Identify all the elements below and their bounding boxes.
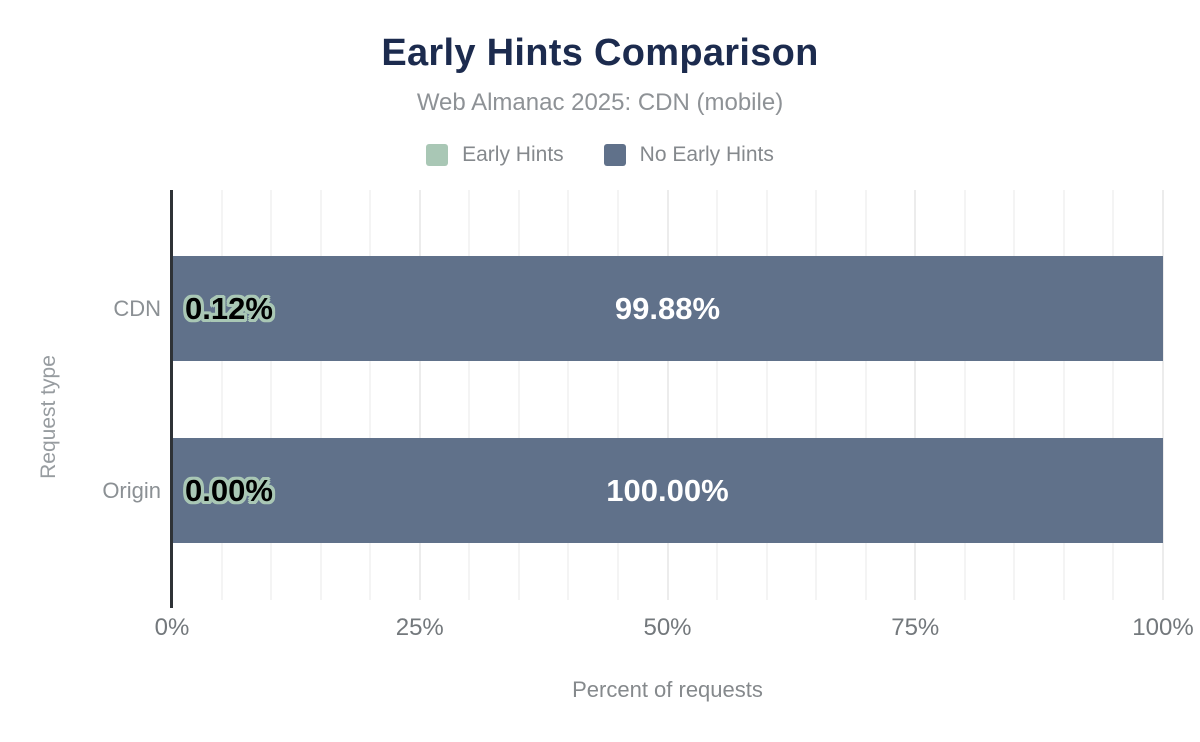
category-label-cdn: CDN — [113, 295, 161, 321]
value-label-no-early-hints-origin: 100.00% — [606, 472, 729, 508]
gridline — [418, 190, 421, 600]
legend-label-no-early-hints: No Early Hints — [639, 143, 774, 166]
value-label-no-early-hints-cdn: 99.88% — [614, 290, 721, 326]
legend-swatch-no-early-hints-icon — [603, 144, 626, 166]
gridline — [765, 190, 768, 600]
gridline — [369, 190, 372, 600]
gridline — [270, 190, 273, 600]
plot-area: CDN 0.12% 99.88% Origin 0.00% 100.00% — [102, 190, 1164, 608]
gridline — [716, 190, 719, 600]
chart-subtitle: Web Almanac 2025: CDN (mobile) — [416, 89, 784, 116]
y-axis-title: Request type — [37, 355, 60, 479]
stacked-bar-cdn[interactable] — [172, 256, 1163, 361]
gridline — [468, 190, 471, 600]
bar-row-origin: Origin 0.00% 100.00% — [102, 438, 1163, 543]
gridline — [567, 190, 570, 600]
bar-row-cdn: CDN 0.12% 99.88% — [113, 256, 1163, 361]
legend-item-early-hints[interactable]: Early Hints — [426, 143, 564, 167]
gridline — [963, 190, 966, 600]
value-label-early-hints-cdn: 0.12% — [185, 290, 273, 326]
gridline — [914, 190, 917, 600]
legend-item-no-early-hints[interactable]: No Early Hints — [603, 143, 774, 167]
legend-swatch-early-hints-icon — [426, 144, 449, 166]
bar-segment-no-early-hints-origin[interactable] — [172, 438, 1163, 543]
gridline — [220, 190, 223, 600]
gridline — [1112, 190, 1115, 600]
gridline — [864, 190, 867, 600]
gridline — [616, 190, 619, 600]
value-label-early-hints-origin: 0.00% — [185, 472, 273, 508]
legend-label-early-hints: Early Hints — [462, 143, 564, 166]
gridline — [666, 190, 669, 600]
gridline — [1162, 190, 1164, 600]
x-tick-label: 25% — [395, 614, 444, 641]
x-tick-label: 0% — [154, 614, 190, 641]
x-axis-ticks: 0% 25% 50% 75% 100% — [155, 614, 1194, 642]
x-tick-label: 50% — [643, 614, 692, 641]
stacked-bar-origin[interactable] — [172, 438, 1163, 543]
y-axis-line — [170, 190, 173, 608]
x-tick-label: 75% — [891, 614, 940, 641]
category-label-origin: Origin — [102, 477, 161, 503]
chart-legend: Early Hints No Early Hints — [0, 143, 1200, 167]
gridline — [319, 190, 322, 600]
gridline — [1062, 190, 1065, 600]
x-axis-title: Percent of requests — [572, 677, 763, 702]
bar-segment-no-early-hints-cdn[interactable] — [173, 256, 1163, 361]
gridline — [517, 190, 520, 600]
gridline — [1013, 190, 1016, 600]
gridline — [815, 190, 818, 600]
chart-title: Early Hints Comparison — [381, 32, 819, 74]
x-tick-label: 100% — [1132, 614, 1194, 641]
